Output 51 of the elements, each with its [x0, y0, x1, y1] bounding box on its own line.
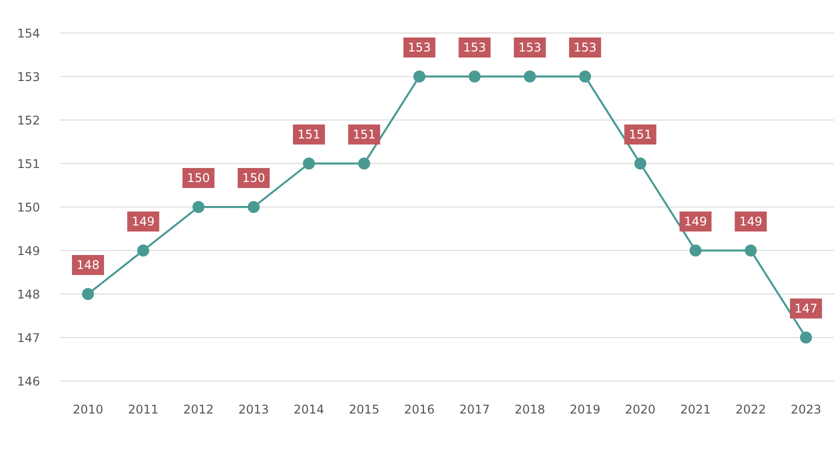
- y-tick-label: 147: [17, 330, 40, 345]
- point: [690, 244, 702, 256]
- point: [413, 70, 426, 82]
- point: [800, 332, 812, 344]
- y-tick-label: 148: [17, 287, 40, 302]
- data-label: 151: [352, 128, 376, 142]
- point: [192, 201, 204, 213]
- x-tick-label: 2020: [625, 402, 656, 417]
- x-tick-label: 2015: [348, 402, 380, 417]
- x-tick-label: 2017: [459, 402, 490, 417]
- x-tick-label: 2019: [570, 402, 600, 417]
- x-tick-label: 2014: [294, 402, 324, 417]
- point: [579, 70, 592, 82]
- data-label: 153: [408, 40, 431, 54]
- data-label: 148: [76, 258, 100, 272]
- y-tick-label: 151: [17, 156, 40, 171]
- point: [744, 244, 757, 256]
- y-tick-label: 146: [17, 374, 40, 388]
- x-tick-label: 2013: [238, 402, 269, 417]
- point: [248, 201, 260, 213]
- data-label: 153: [518, 40, 542, 54]
- point: [137, 244, 150, 256]
- data-label: 149: [684, 214, 707, 228]
- data-label: 151: [297, 128, 320, 142]
- data-label: 149: [132, 214, 155, 228]
- point: [634, 158, 646, 170]
- x-tick-label: 2011: [128, 402, 159, 417]
- x-tick-label: 2023: [790, 402, 822, 417]
- y-tick-label: 153: [17, 70, 40, 84]
- x-tick-label: 2021: [680, 402, 711, 417]
- point: [82, 288, 94, 300]
- x-tick-label: 2012: [183, 402, 214, 417]
- y-tick-label: 152: [17, 113, 40, 128]
- point: [358, 158, 370, 170]
- data-label: 153: [574, 40, 597, 54]
- y-tick-label: 150: [17, 200, 40, 214]
- y-tick-label: 149: [17, 244, 40, 258]
- data-label: 150: [187, 171, 210, 185]
- x-tick-label: 2016: [404, 402, 435, 417]
- x-tick-label: 2010: [72, 402, 104, 417]
- y-tick-label: 154: [17, 26, 40, 40]
- point: [524, 70, 536, 82]
- data-label: 150: [242, 171, 266, 185]
- data-label: 153: [463, 40, 486, 54]
- point: [302, 158, 315, 170]
- data-label: 147: [794, 302, 818, 316]
- point: [468, 70, 481, 82]
- x-tick-label: 2022: [735, 402, 766, 417]
- data-label: 149: [739, 214, 762, 228]
- data-label: 151: [628, 128, 652, 142]
- x-tick-label: 2018: [514, 402, 546, 417]
